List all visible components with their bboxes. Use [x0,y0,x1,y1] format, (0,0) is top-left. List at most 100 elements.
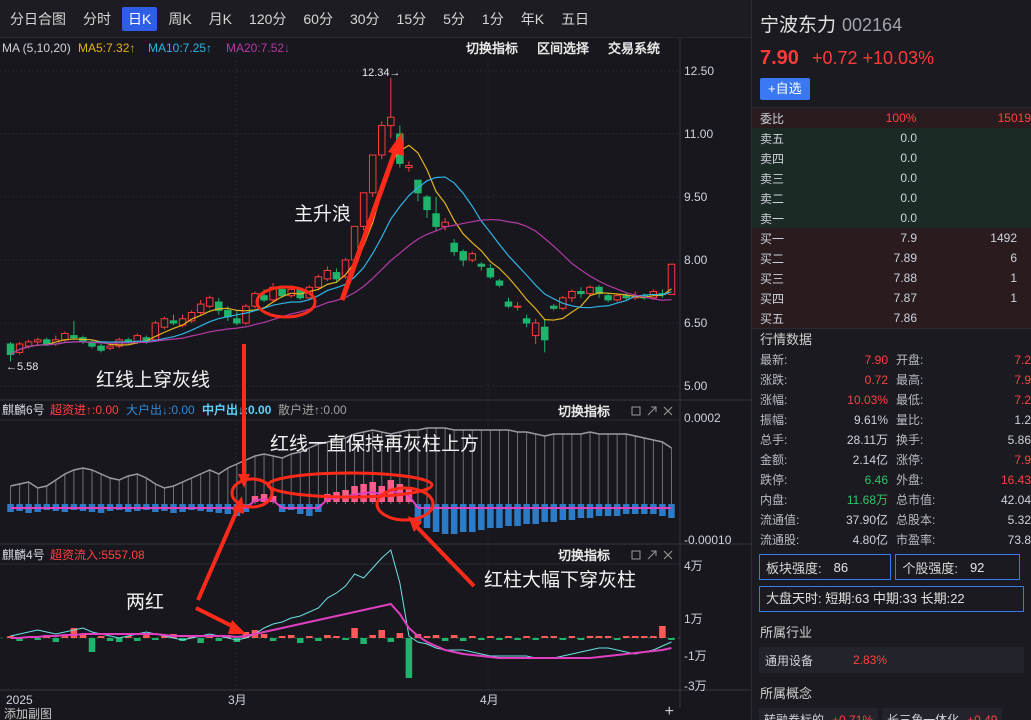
blue-bar [514,504,521,526]
qilin4-switch-indicator[interactable]: 切换指标 [558,548,610,563]
annotation-circle [266,471,434,499]
concept-item[interactable]: 长三角一体化 +0.49 [882,708,1003,720]
blue-bar [441,504,449,534]
ma20-value: MA20:7.52↓ [226,41,290,55]
blue-bar [423,504,431,528]
order-buy-vol: 1 [1010,271,1017,285]
blue-bar [306,504,313,516]
blue-bar [459,504,467,532]
window-icon[interactable] [631,550,641,560]
expand-icon[interactable] [647,406,657,416]
add-watchlist-button[interactable]: +自选 [760,78,810,100]
concept-title: 所属概念 [760,686,813,701]
green-bar [115,638,123,642]
quote-value: 37.90亿 [845,513,888,527]
ma10-line [10,176,672,356]
red-bar [432,635,440,638]
tab-4[interactable]: 月K [208,10,233,27]
industry-name: 通用设备 [765,653,814,668]
order-buy-price: 7.88 [893,271,917,285]
annotation-arrowhead [228,620,246,634]
industry-item[interactable]: 通用设备 2.83% [759,647,1024,673]
industry-pct: 2.83% [853,653,888,667]
concept-name: 转融券标的 [764,713,825,720]
tab-9[interactable]: 5分 [443,10,465,27]
quote-panel: 宁波东力 002164 7.90 +0.72 +10.03% +自选 委比 100… [752,0,1031,720]
concept-list: 转融券标的 +0.71% 长三角一体化 +0.49 [752,708,1031,720]
order-book: 卖五 0.0 卖四 0.0 卖三 0.0 卖二 0.0 卖一 0.0 买一 7.9 1492 买二 7.89… [752,128,1031,328]
order-sell-label: 卖三 [760,171,785,186]
expand-icon[interactable] [647,550,657,560]
stock-strength-box[interactable]: 个股强度: 92 [895,554,1020,580]
candle-body [42,339,51,345]
candle-body [522,318,531,324]
candle-body [196,303,205,314]
concept-item[interactable]: 转融券标的 +0.71% [759,708,879,720]
candle-body [278,288,286,297]
qilin4-y-tick: -3万 [684,679,707,693]
qilin4-y-tick: -1万 [684,649,707,663]
tab-5[interactable]: 120分 [249,10,287,27]
add-sub-chart-label[interactable]: 添加副图 [4,707,53,720]
add-sub-chart[interactable]: 添加副图 + [0,703,752,720]
red-bar [61,636,69,638]
quote-label: 总市值: [896,493,936,507]
candle-body [595,286,603,295]
quote-value: 5.86 [1007,433,1031,447]
candle-body [405,165,413,169]
red-bar [450,635,458,638]
candle-body [377,125,386,156]
blue-bar [450,504,458,534]
window-icon[interactable] [631,406,641,416]
sector-strength-value: 86 [833,559,849,575]
tab-3[interactable]: 周K [168,10,192,27]
market-timing-box[interactable]: 大盘天时: 短期:63 中期:33 长期:22 [759,586,1024,612]
tab-0[interactable]: 分日合图 [10,10,66,27]
close-icon[interactable] [663,550,673,560]
red-bar [97,636,105,638]
candle-body [432,213,440,227]
candle-body [613,295,621,301]
red-bar [631,636,639,638]
red-bar [324,635,331,638]
tool-trading-system[interactable]: 交易系统 [608,41,660,56]
blue-bar [550,504,558,522]
tab-10[interactable]: 1分 [481,10,504,27]
tab-12[interactable]: 五日 [561,10,590,27]
tab-2[interactable]: 日K [122,6,158,31]
blue-bar [568,504,576,520]
red-bar [641,636,648,638]
candle-body [314,276,323,288]
y-tick-label: 6.50 [684,316,708,330]
tool-switch-indicator[interactable]: 切换指标 [466,41,518,56]
red-bar [251,496,259,502]
tab-6[interactable]: 60分 [303,10,333,27]
tab-1[interactable]: 分时 [83,10,111,27]
blue-bar [414,504,422,524]
order-buy-row: 买一 7.9 1492 [752,228,1031,248]
blue-bar [595,504,603,516]
concept-name: 长三角一体化 [887,713,960,720]
candle-body [495,280,504,286]
tab-8[interactable]: 15分 [396,10,427,27]
close-icon[interactable] [663,406,673,416]
quote-value: 28.11万 [846,433,888,447]
tab-11[interactable]: 年K [520,10,545,27]
candle-body [233,318,241,324]
quote-label: 金额: [760,453,788,467]
qilin4-y-tick: 4万 [684,559,703,573]
sector-strength-box[interactable]: 板块强度: 86 [759,554,892,580]
candle-body [169,320,178,324]
red-bar [487,636,494,638]
plus-icon[interactable]: + [664,703,674,720]
qilin6-switch-indicator[interactable]: 切换指标 [558,404,610,419]
quote-label: 总股本: [896,513,936,527]
kline-chart-svg[interactable]: 12.50 11.00 9.50 8.00 6.50 5.00 MA (5,10,20) MA… [0,38,752,720]
tool-range-select[interactable]: 区间选择 [537,41,590,56]
candle-body [667,263,676,295]
tab-7[interactable]: 30分 [349,10,380,27]
y-tick-label: 9.50 [684,190,708,204]
red-bar [124,636,132,638]
kline-chart-area[interactable]: 12.50 11.00 9.50 8.00 6.50 5.00 MA (5,10,20) MA… [0,38,752,720]
industry-title: 所属行业 [760,625,813,640]
